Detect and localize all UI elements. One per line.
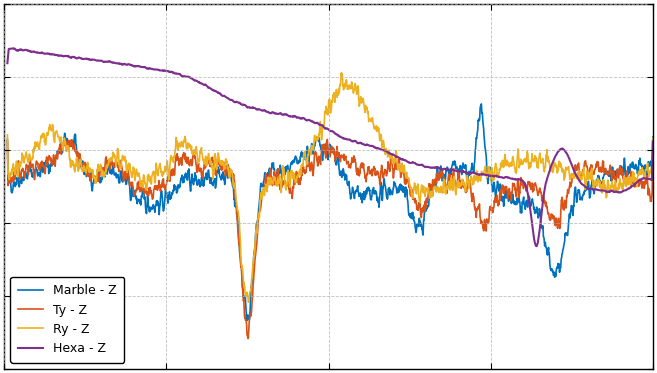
Marble - Z — [649, 135, 657, 140]
Legend: Marble - Z, Ty - Z, Ry - Z, Hexa - Z: Marble - Z, Ty - Z, Ry - Z, Hexa - Z — [11, 277, 124, 363]
Line: Marble - Z: Marble - Z — [7, 104, 653, 320]
Ry - Z — [631, 176, 639, 180]
Ry - Z — [631, 180, 639, 185]
Marble - Z — [478, 102, 486, 106]
Ry - Z — [300, 150, 308, 154]
Ry - Z — [36, 140, 44, 144]
Ty - Z — [512, 195, 520, 199]
Hexa - Z — [631, 182, 639, 187]
Marble - Z — [3, 137, 11, 141]
Ty - Z — [631, 184, 639, 188]
Ty - Z — [631, 183, 639, 187]
Hexa - Z — [631, 182, 639, 187]
Marble - Z — [631, 165, 639, 170]
Ty - Z — [244, 336, 252, 341]
Ry - Z — [3, 133, 11, 137]
Marble - Z — [243, 318, 251, 323]
Line: Ty - Z: Ty - Z — [7, 138, 653, 339]
Hexa - Z — [533, 244, 541, 248]
Ty - Z — [60, 136, 68, 141]
Ry - Z — [512, 171, 520, 175]
Hexa - Z — [649, 139, 657, 144]
Ty - Z — [301, 169, 309, 173]
Marble - Z — [36, 174, 44, 179]
Hexa - Z — [512, 177, 520, 182]
Hexa - Z — [37, 50, 45, 55]
Hexa - Z — [3, 61, 11, 65]
Marble - Z — [317, 149, 325, 154]
Ty - Z — [318, 144, 326, 148]
Ty - Z — [36, 166, 44, 170]
Marble - Z — [300, 155, 308, 159]
Line: Ry - Z: Ry - Z — [7, 73, 653, 302]
Ty - Z — [3, 138, 11, 143]
Hexa - Z — [10, 46, 18, 51]
Ry - Z — [244, 300, 252, 304]
Marble - Z — [512, 199, 520, 204]
Marble - Z — [631, 166, 639, 171]
Ry - Z — [337, 71, 345, 75]
Ry - Z — [317, 138, 325, 142]
Line: Hexa - Z: Hexa - Z — [7, 48, 653, 246]
Hexa - Z — [300, 116, 308, 121]
Ry - Z — [649, 136, 657, 141]
Ty - Z — [649, 139, 657, 144]
Hexa - Z — [317, 123, 325, 128]
